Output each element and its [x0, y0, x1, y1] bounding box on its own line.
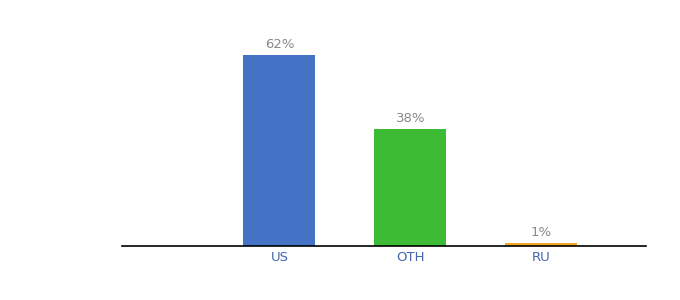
Bar — [505, 243, 577, 246]
Text: 1%: 1% — [530, 226, 552, 239]
Bar — [243, 55, 316, 246]
Bar — [375, 129, 446, 246]
Text: 38%: 38% — [396, 112, 425, 125]
Text: 62%: 62% — [265, 38, 294, 51]
